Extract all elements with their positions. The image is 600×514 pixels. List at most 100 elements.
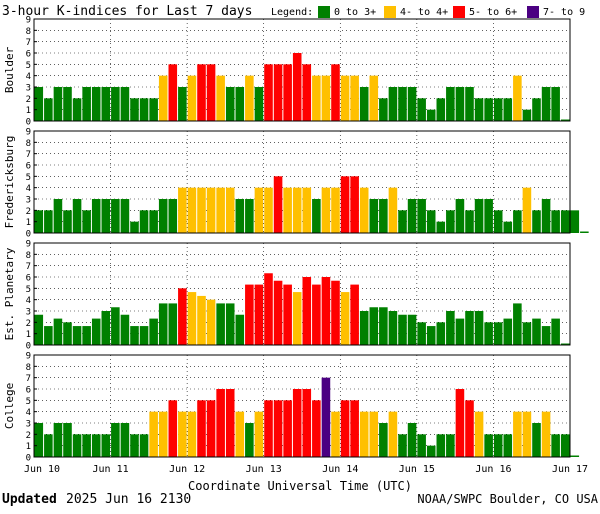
- bar: [474, 199, 484, 233]
- y-tick-label: 7: [26, 38, 31, 48]
- bar: [139, 434, 149, 457]
- bar: [273, 176, 283, 233]
- bar: [560, 434, 570, 457]
- bar: [465, 210, 474, 233]
- bar: [91, 87, 101, 121]
- bar: [513, 411, 522, 457]
- bar: [417, 98, 426, 121]
- bar: [321, 377, 331, 457]
- bar: [245, 423, 254, 457]
- bar: [44, 210, 53, 233]
- bar: [398, 87, 407, 121]
- bar: [216, 75, 225, 121]
- bar: [187, 411, 197, 457]
- bar: [446, 87, 455, 121]
- x-axis-label: Coordinate Universal Time (UTC): [188, 479, 412, 493]
- bar: [187, 75, 197, 121]
- bar: [503, 221, 513, 233]
- y-tick-label: 6: [26, 386, 31, 396]
- bar: [216, 303, 225, 345]
- bar: [111, 423, 120, 457]
- y-tick-label: 8: [26, 27, 31, 37]
- bar: [139, 98, 149, 121]
- legend-swatch-2: [384, 6, 396, 18]
- y-tick-label: 2: [26, 95, 31, 105]
- bar: [551, 434, 560, 457]
- bar: [522, 109, 532, 121]
- bar: [178, 411, 187, 457]
- x-tick-label: Jun 11: [93, 464, 129, 475]
- bar: [264, 187, 273, 233]
- y-tick-label: 4: [26, 408, 31, 418]
- bar: [532, 423, 541, 457]
- bar: [254, 284, 264, 345]
- credit-text: NOAA/SWPC Boulder, CO USA: [417, 492, 598, 506]
- panel-label: Est. Planetary: [3, 247, 16, 340]
- bar: [178, 187, 187, 233]
- y-tick-label: 3: [26, 84, 31, 94]
- y-tick-label: 7: [26, 150, 31, 160]
- legend-item-label-2: 4- to 4+: [400, 7, 448, 18]
- bar: [63, 322, 72, 345]
- bar: [111, 87, 120, 121]
- y-tick-label: 9: [26, 352, 31, 362]
- bar: [82, 434, 91, 457]
- bar: [292, 389, 302, 457]
- y-tick-label: 0: [26, 342, 31, 352]
- panel-frame: [33, 18, 571, 122]
- bar: [417, 322, 426, 345]
- bar: [120, 423, 130, 457]
- bar: [493, 210, 503, 233]
- bar: [513, 303, 522, 345]
- panel-frame: [33, 242, 571, 346]
- bar: [225, 87, 235, 121]
- bar: [398, 210, 407, 233]
- bar: [407, 314, 417, 345]
- bar: [197, 400, 206, 457]
- bar: [283, 187, 292, 233]
- legend: 0 to 3+ 4- to 4+ 5- to 6+ 7- to 9: [318, 6, 585, 18]
- bar: [312, 75, 321, 121]
- y-tick-label: 5: [26, 285, 31, 295]
- bar: [158, 303, 168, 345]
- bar: [292, 187, 302, 233]
- bar: [130, 326, 139, 345]
- y-tick-label: 3: [26, 420, 31, 430]
- bar: [63, 87, 72, 121]
- chart-title: 3-hour K-indices for Last 7 days: [2, 4, 252, 19]
- bar: [522, 322, 532, 345]
- bar: [235, 87, 245, 121]
- panel-4: 0 123 456 789 College: [3, 352, 580, 464]
- bar: [130, 221, 139, 233]
- bar: [168, 400, 178, 457]
- bar: [197, 64, 206, 121]
- bar: [72, 326, 82, 345]
- bar: [302, 187, 312, 233]
- bar: [503, 98, 513, 121]
- bar: [197, 187, 206, 233]
- bar: [379, 307, 388, 345]
- bar: [82, 87, 91, 121]
- y-tick-label: 8: [26, 251, 31, 261]
- panel-frame: [33, 354, 571, 458]
- y-tick-label: 7: [26, 262, 31, 272]
- updated-label: Updated: [2, 492, 57, 507]
- bar: [264, 400, 273, 457]
- bar: [426, 109, 436, 121]
- y-tick-label: 3: [26, 308, 31, 318]
- bar: [120, 87, 130, 121]
- bar: [91, 199, 101, 233]
- bar: [369, 411, 379, 457]
- bar: [120, 199, 130, 233]
- bar: [436, 98, 446, 121]
- bar: [388, 87, 398, 121]
- y-tick-label: 8: [26, 363, 31, 373]
- bar: [34, 87, 44, 121]
- bar: [484, 322, 493, 345]
- bar: [254, 411, 264, 457]
- bar: [379, 98, 388, 121]
- bar: [225, 389, 235, 457]
- bar: [493, 434, 503, 457]
- bar: [541, 87, 551, 121]
